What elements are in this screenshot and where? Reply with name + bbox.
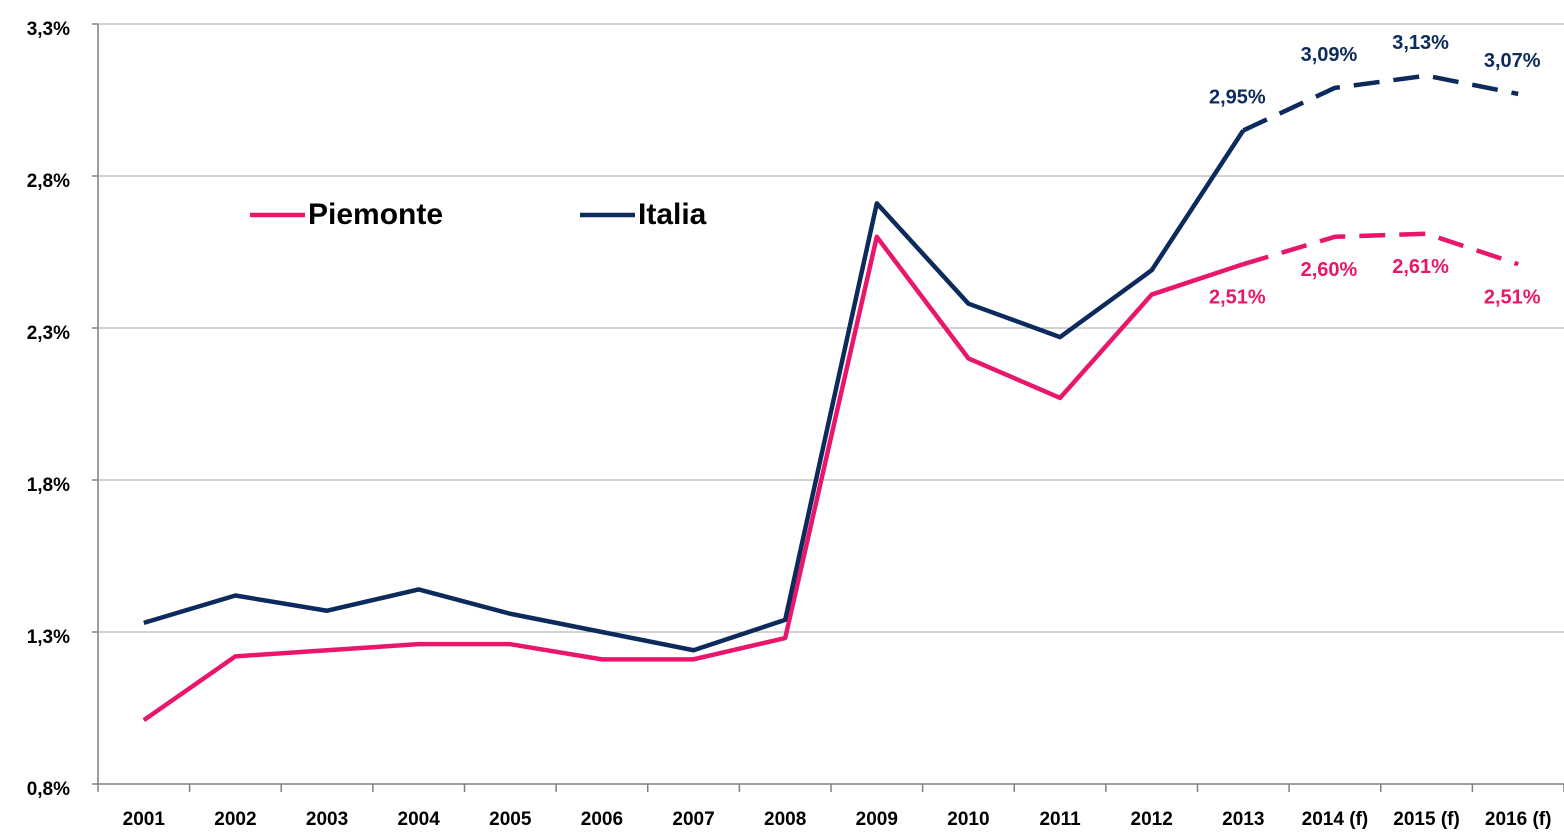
x-tick-label: 2011 <box>1039 809 1081 830</box>
data-label: 3,09% <box>1301 44 1358 66</box>
y-tick-label: 2,8% <box>27 171 70 192</box>
x-tick-label: 2012 <box>1131 809 1173 830</box>
data-label: 2,51% <box>1484 286 1541 308</box>
x-tick-label: 2002 <box>214 809 256 830</box>
legend-label: Piemonte <box>308 198 443 231</box>
x-tick-label: 2015 (f) <box>1393 809 1460 830</box>
data-label: 3,13% <box>1392 32 1449 54</box>
y-tick-label: 1,3% <box>27 627 70 648</box>
y-tick-label: 0,8% <box>27 779 70 800</box>
data-label: 3,07% <box>1484 50 1541 72</box>
data-label: 2,95% <box>1209 87 1266 109</box>
line <box>143 129 1246 653</box>
legend-label: Italia <box>638 198 707 231</box>
y-tick-label: 3,3% <box>27 19 70 40</box>
x-tick-label: 2008 <box>764 809 806 830</box>
data-label: 2,60% <box>1301 259 1358 281</box>
x-tick-label: 2016 (f) <box>1485 809 1552 830</box>
line <box>142 234 1245 723</box>
data-label: 2,51% <box>1209 286 1266 308</box>
x-tick-label: 2014 (f) <box>1302 809 1369 830</box>
x-tick-label: 2001 <box>123 809 166 830</box>
x-tick-label: 2006 <box>581 809 623 830</box>
x-tick-label: 2013 <box>1222 809 1264 830</box>
y-tick-label: 1,8% <box>27 475 70 496</box>
y-tick-label: 2,3% <box>27 323 70 344</box>
x-tick-label: 2004 <box>398 809 441 830</box>
forecast-line <box>1242 231 1519 267</box>
x-tick-label: 2003 <box>306 809 348 830</box>
x-tick-label: 2007 <box>672 809 714 830</box>
x-tick-label: 2010 <box>947 809 989 830</box>
forecast-line <box>1242 73 1519 133</box>
x-tick-label: 2009 <box>856 809 898 830</box>
data-label: 2,61% <box>1392 256 1449 278</box>
x-tick-label: 2005 <box>489 809 532 830</box>
